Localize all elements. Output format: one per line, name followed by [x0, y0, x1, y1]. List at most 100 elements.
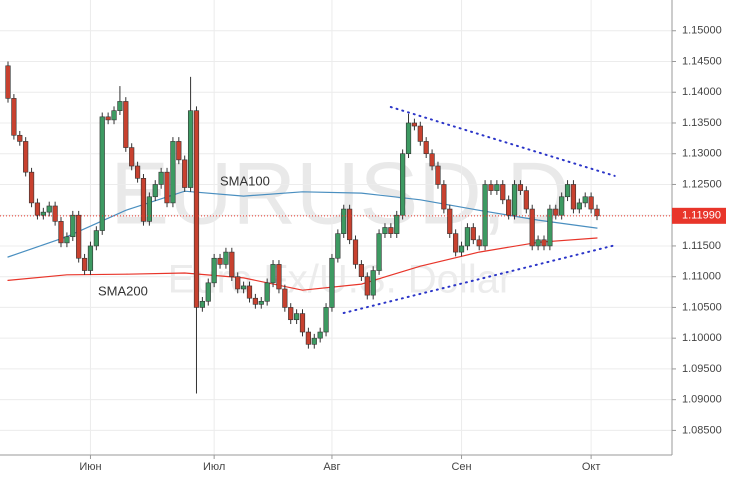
candle-body	[129, 147, 135, 167]
candle-body	[81, 257, 88, 271]
candle-body	[594, 208, 600, 217]
candle-body	[282, 288, 288, 308]
y-tick-label: 1.11500	[682, 240, 721, 252]
candle-body	[187, 110, 194, 188]
candle-body	[276, 264, 282, 290]
candle-body	[506, 199, 512, 216]
y-tick-label: 1.13500	[682, 117, 722, 129]
candle-body	[588, 196, 594, 210]
candle-body	[270, 264, 276, 284]
x-tick-label: Окт	[582, 461, 601, 473]
candle-body	[417, 125, 423, 142]
candle-body	[199, 300, 205, 308]
candle-body	[235, 276, 241, 290]
candle-body	[164, 171, 170, 204]
y-tick-label: 1.09000	[682, 394, 722, 406]
candle-body	[358, 264, 365, 277]
y-tick-label: 1.08500	[682, 424, 722, 436]
candle-body	[335, 233, 341, 259]
candle-body	[252, 297, 258, 305]
candle-body	[46, 205, 52, 213]
candle-body	[294, 313, 300, 321]
candle-body	[494, 184, 500, 191]
candle-body	[58, 221, 64, 244]
candle-body	[246, 285, 253, 299]
candle-body	[576, 202, 582, 210]
candle-body	[34, 202, 41, 216]
candle-body	[517, 184, 524, 191]
candle-body	[547, 208, 553, 247]
y-tick-label: 1.12500	[682, 178, 722, 190]
x-tick-label: Июл	[203, 461, 225, 473]
candle-body	[241, 285, 247, 290]
sma-line	[7, 237, 598, 291]
candle-body	[394, 214, 400, 234]
last-price-box	[672, 207, 726, 224]
last-price-label: 1.11990	[682, 210, 721, 222]
candle-body	[182, 159, 188, 188]
candle-body	[28, 171, 35, 204]
candle-body	[158, 171, 164, 185]
candle-body	[264, 282, 270, 302]
candle-body	[146, 196, 152, 222]
candle-body	[258, 300, 264, 305]
candle-body	[140, 178, 147, 222]
candle-body	[193, 110, 200, 308]
trend-line	[342, 244, 616, 314]
candle-body	[370, 270, 376, 296]
sma-label: SMA200	[98, 283, 148, 298]
candle-body	[364, 276, 370, 296]
candle-body	[559, 196, 565, 216]
candle-body	[535, 239, 541, 247]
candle-body	[511, 184, 518, 216]
candle-body	[541, 239, 547, 247]
candle-body	[341, 208, 347, 234]
sma-line	[7, 190, 598, 258]
candle-body	[553, 208, 559, 216]
candle-body	[176, 141, 182, 161]
candle-body	[311, 337, 317, 345]
candle-body	[482, 184, 488, 247]
candle-body	[388, 227, 394, 234]
candle-body	[23, 141, 29, 173]
candle-body	[170, 141, 176, 204]
y-tick-label: 1.13000	[682, 148, 722, 160]
candle-body	[64, 236, 70, 244]
candle-body	[317, 331, 323, 339]
candle-body	[105, 116, 111, 121]
candle-body	[582, 196, 588, 204]
y-tick-label: 1.09500	[682, 363, 722, 375]
candle-body	[529, 208, 535, 247]
candle-body	[87, 245, 94, 271]
watermark-subtitle: Euro Fx/U.S. Dollar	[168, 258, 513, 302]
candle-body	[99, 116, 105, 231]
x-tick-label: Июн	[79, 461, 101, 473]
candle-body	[500, 184, 506, 201]
candle-body	[329, 257, 335, 308]
candle-body	[299, 313, 306, 333]
candle-body	[523, 190, 529, 210]
candle-body	[323, 307, 329, 333]
candle-body	[458, 245, 465, 253]
candle-body	[400, 153, 406, 216]
candle-body	[429, 153, 435, 167]
candle-body	[423, 141, 429, 155]
candle-body	[352, 239, 359, 265]
candle-body	[152, 184, 158, 198]
candle-body	[382, 227, 388, 234]
candle-body	[52, 205, 58, 222]
candle-body	[376, 233, 382, 271]
candle-body	[17, 134, 23, 142]
candle-body	[123, 101, 129, 148]
candle-body	[564, 184, 571, 198]
candle-body	[5, 65, 11, 99]
candle-body	[470, 227, 476, 241]
candle-body	[223, 251, 229, 265]
candle-body	[111, 110, 117, 121]
candle-body	[476, 239, 482, 247]
candle-body	[447, 208, 453, 234]
y-tick-label: 1.10000	[682, 332, 722, 344]
x-tick-label: Сен	[451, 461, 471, 473]
